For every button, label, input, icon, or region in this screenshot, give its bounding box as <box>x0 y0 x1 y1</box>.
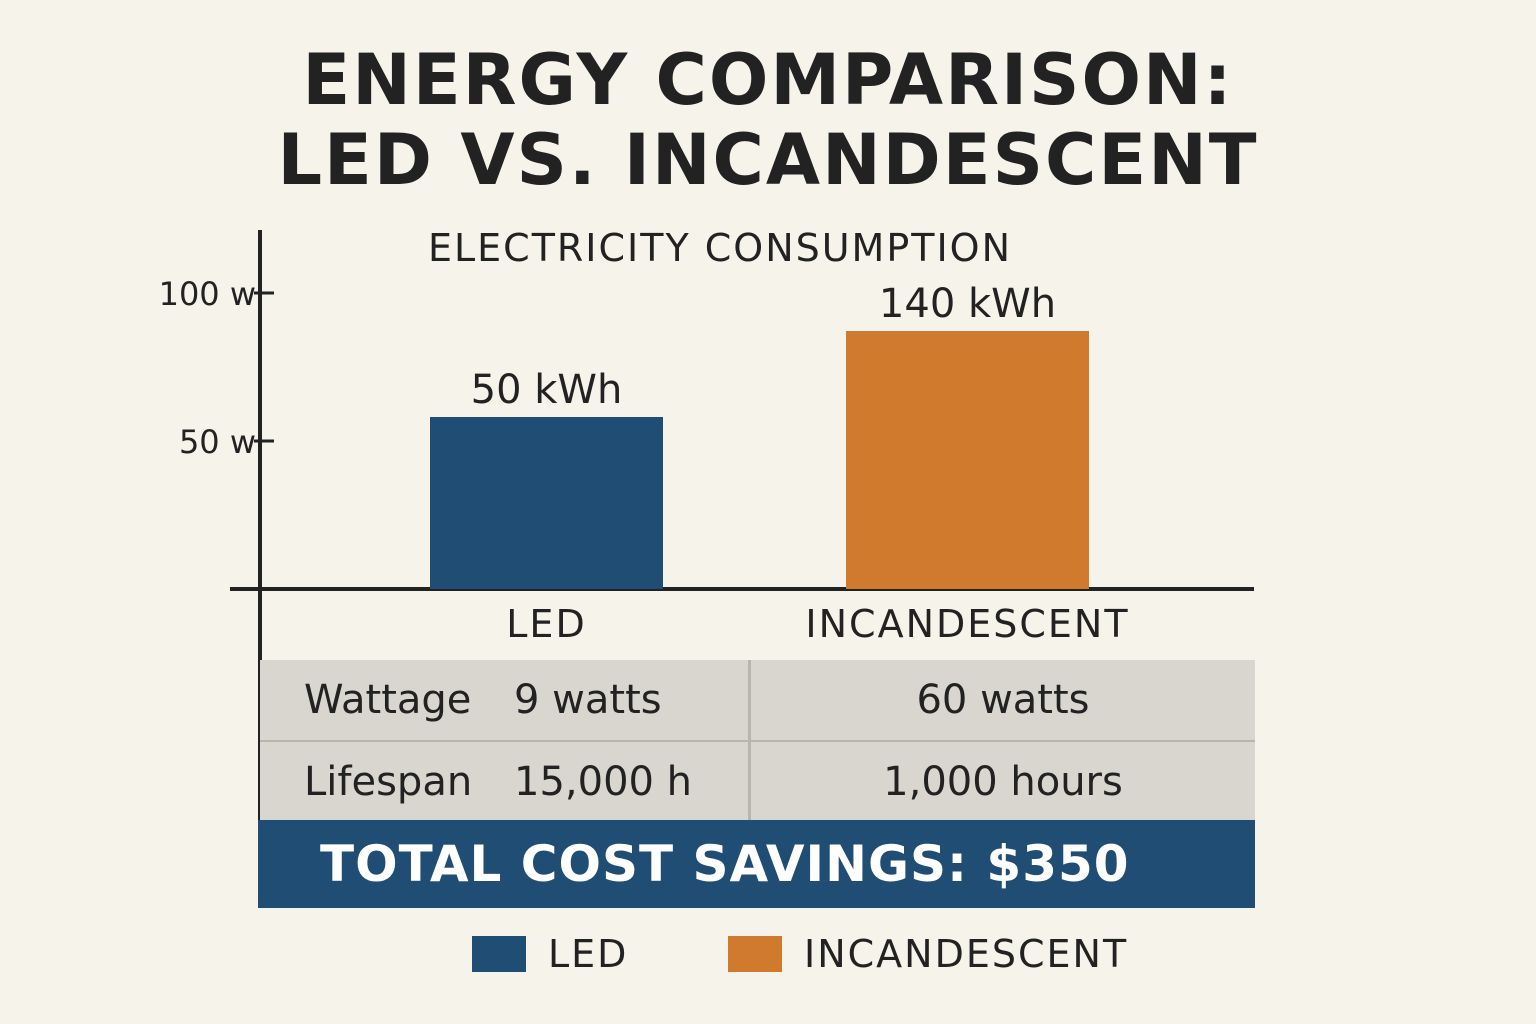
y-tick-label-1: 100 w <box>159 275 256 313</box>
legend-label-incandescent: INCANDESCENT <box>804 932 1129 976</box>
category-label-led: LED <box>506 602 587 646</box>
chart-title: ELECTRICITY CONSUMPTION <box>427 226 1013 270</box>
legend-item-incandescent: INCANDESCENT <box>728 932 1128 976</box>
incandescent-wattage-value: 60 watts <box>749 660 1255 742</box>
bar-led <box>430 417 663 589</box>
y-tick-label-0: 50 w <box>179 423 256 461</box>
table-cell-led-lifespan: Lifespan 15,000 h <box>260 741 751 824</box>
title-line-1: ENERGY COMPARISON: <box>302 39 1234 121</box>
category-label-incandescent: INCANDESCENT <box>805 602 1130 646</box>
comparison-table: Wattage 9 watts 60 watts Lifespan 15,000 h… <box>260 660 1255 824</box>
table-row-lifespan: Lifespan 15,000 h 1,000 hours <box>260 741 1255 824</box>
legend-swatch-incandescent <box>728 936 782 972</box>
bar-value-label-led: 50 kWh <box>471 367 623 413</box>
row-label-lifespan: Lifespan <box>304 759 473 805</box>
legend-label-led: LED <box>548 932 629 976</box>
row-label-wattage: Wattage <box>304 677 472 723</box>
led-lifespan-value: 15,000 h <box>514 759 693 805</box>
led-wattage-value: 9 watts <box>514 677 662 723</box>
table-row-wattage: Wattage 9 watts 60 watts <box>260 660 1255 742</box>
legend-item-led: LED <box>472 932 628 976</box>
bar-incandescent <box>846 331 1089 589</box>
page-title: ENERGY COMPARISON: LED VS. INCANDESCENT <box>0 40 1536 200</box>
title-line-2: LED VS. INCANDESCENT <box>277 119 1259 201</box>
table-cell-led-wattage: Wattage 9 watts <box>260 660 751 742</box>
legend: LED INCANDESCENT <box>0 932 1536 976</box>
legend-swatch-led <box>472 936 526 972</box>
bar-value-label-incandescent: 140 kWh <box>879 281 1056 327</box>
total-savings-banner: TOTAL COST SAVINGS: $350 <box>258 820 1255 908</box>
incandescent-lifespan-value: 1,000 hours <box>749 741 1255 824</box>
